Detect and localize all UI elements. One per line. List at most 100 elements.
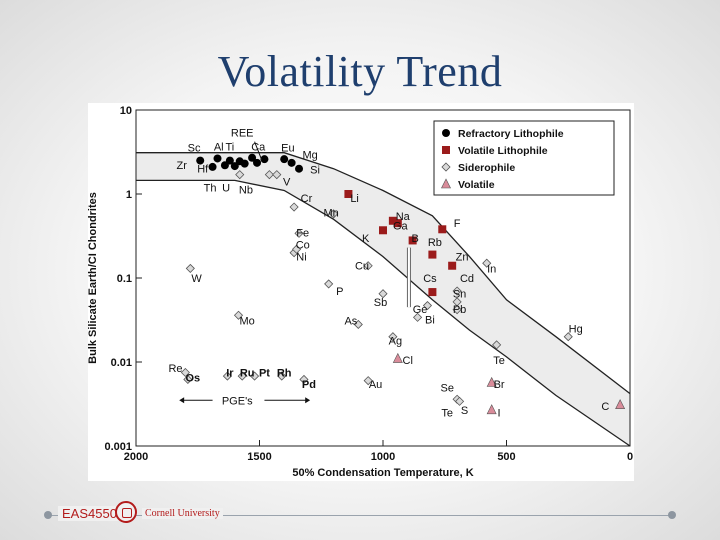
legend-marker	[441, 162, 451, 172]
element-label: Pt	[259, 367, 270, 379]
legend: Refractory Lithophile Volatile Lithophile…	[433, 120, 615, 196]
element-label: V	[283, 177, 291, 189]
data-point	[448, 261, 457, 270]
element-label: W	[191, 273, 202, 285]
element-label: Sn	[453, 289, 466, 301]
data-point	[324, 279, 334, 289]
data-point	[287, 158, 296, 167]
data-point	[455, 396, 465, 406]
data-point	[299, 374, 309, 385]
legend-label: Refractory Lithophile	[458, 128, 564, 140]
x-tick-label: 2000	[124, 451, 148, 463]
footer-divider	[48, 515, 672, 516]
data-point	[344, 190, 353, 198]
legend-label: Volatile	[458, 179, 495, 191]
element-label: Th	[204, 182, 217, 194]
y-axis-label: Bulk Silicate Earth/CI Chondrites	[88, 192, 99, 364]
data-point	[392, 352, 403, 363]
data-point	[264, 170, 274, 180]
element-label: Zr	[176, 160, 187, 172]
data-point	[363, 376, 373, 386]
element-label: In	[487, 263, 496, 275]
legend-label: Volatile Lithophile	[458, 145, 548, 157]
element-label: Zn	[456, 252, 469, 264]
slide-title: Volatility Trend	[217, 47, 503, 96]
pge-arrowhead-left	[179, 397, 185, 404]
data-point	[428, 250, 437, 259]
element-label: Ge	[413, 304, 428, 316]
slide-footer: EAS4550 Cornell University	[0, 496, 720, 536]
element-label: Re	[168, 363, 182, 375]
university-seal-icon	[115, 501, 137, 523]
y-tick-label: 0.1	[117, 273, 132, 285]
element-label: Ti	[225, 141, 234, 153]
y-tick-label: 10	[120, 105, 132, 117]
element-label: Br	[494, 379, 505, 391]
element-label: Pb	[453, 304, 466, 316]
data-point	[240, 159, 249, 168]
element-label: B	[411, 233, 418, 245]
element-label: Al	[214, 141, 224, 153]
chart-container: 2000 1500 1000 500 0 10 1 0.1 0.01 0.001 50% Conde…	[87, 103, 634, 481]
data-point	[452, 286, 462, 296]
data-point	[196, 156, 205, 165]
data-point	[289, 202, 299, 212]
data-point	[249, 371, 260, 381]
element-label: S	[461, 405, 468, 417]
data-point	[213, 154, 222, 163]
element-label: Te	[441, 408, 453, 420]
data-point	[379, 226, 387, 235]
element-label: Nb	[239, 185, 253, 197]
data-point	[563, 332, 573, 342]
element-label: Os	[185, 373, 200, 385]
data-point	[280, 155, 289, 164]
element-label: F	[454, 218, 461, 230]
x-tick-label: 500	[497, 451, 515, 463]
y-tick-label: 0.001	[104, 441, 132, 453]
data-point	[225, 156, 234, 165]
footer-left-dot	[44, 511, 52, 519]
element-label: Sb	[374, 297, 387, 309]
legend-box	[433, 120, 615, 196]
element-label: Hf	[197, 164, 209, 176]
data-point	[295, 164, 304, 173]
data-point	[422, 300, 433, 311]
element-label: Cl	[403, 355, 413, 367]
data-point	[482, 258, 492, 268]
university-label: Cornell University	[142, 508, 223, 519]
element-label: Ga	[393, 221, 409, 233]
element-label: Na	[396, 211, 411, 223]
element-label: I	[498, 408, 501, 420]
data-point	[183, 374, 193, 385]
data-point	[180, 367, 190, 378]
data-point	[294, 228, 304, 238]
data-point	[235, 170, 245, 180]
element-label: P	[336, 286, 343, 298]
element-label: Se	[440, 382, 453, 394]
data-point	[272, 170, 282, 180]
x-axis-label: 50% Condensation Temperature, K	[292, 467, 473, 479]
element-label: Te	[493, 355, 505, 367]
legend-marker	[441, 178, 451, 189]
element-label: REE	[231, 127, 254, 139]
element-label: Ca	[251, 141, 266, 153]
data-point	[438, 225, 447, 234]
data-point	[615, 399, 626, 410]
axes-layer: 2000 1500 1000 500 0 10 1 0.1 0.01 0.001 50% Conde…	[87, 105, 633, 479]
element-label: Mn	[323, 208, 338, 220]
element-label: Co	[296, 240, 310, 252]
data-point	[486, 376, 497, 387]
data-point	[291, 244, 302, 254]
data-point	[428, 288, 437, 297]
legend-marker	[442, 129, 450, 137]
course-label: EAS4550	[58, 506, 121, 521]
element-label: Ag	[389, 336, 402, 348]
x-tick-label: 0	[627, 451, 633, 463]
element-label: Eu	[281, 142, 294, 154]
element-label: PGE's	[222, 395, 253, 407]
element-label: Ir	[226, 367, 234, 379]
data-point	[486, 404, 497, 415]
data-point	[253, 158, 262, 167]
volatility-chart: 2000 1500 1000 500 0 10 1 0.1 0.01 0.001 50% Conde…	[87, 105, 633, 479]
